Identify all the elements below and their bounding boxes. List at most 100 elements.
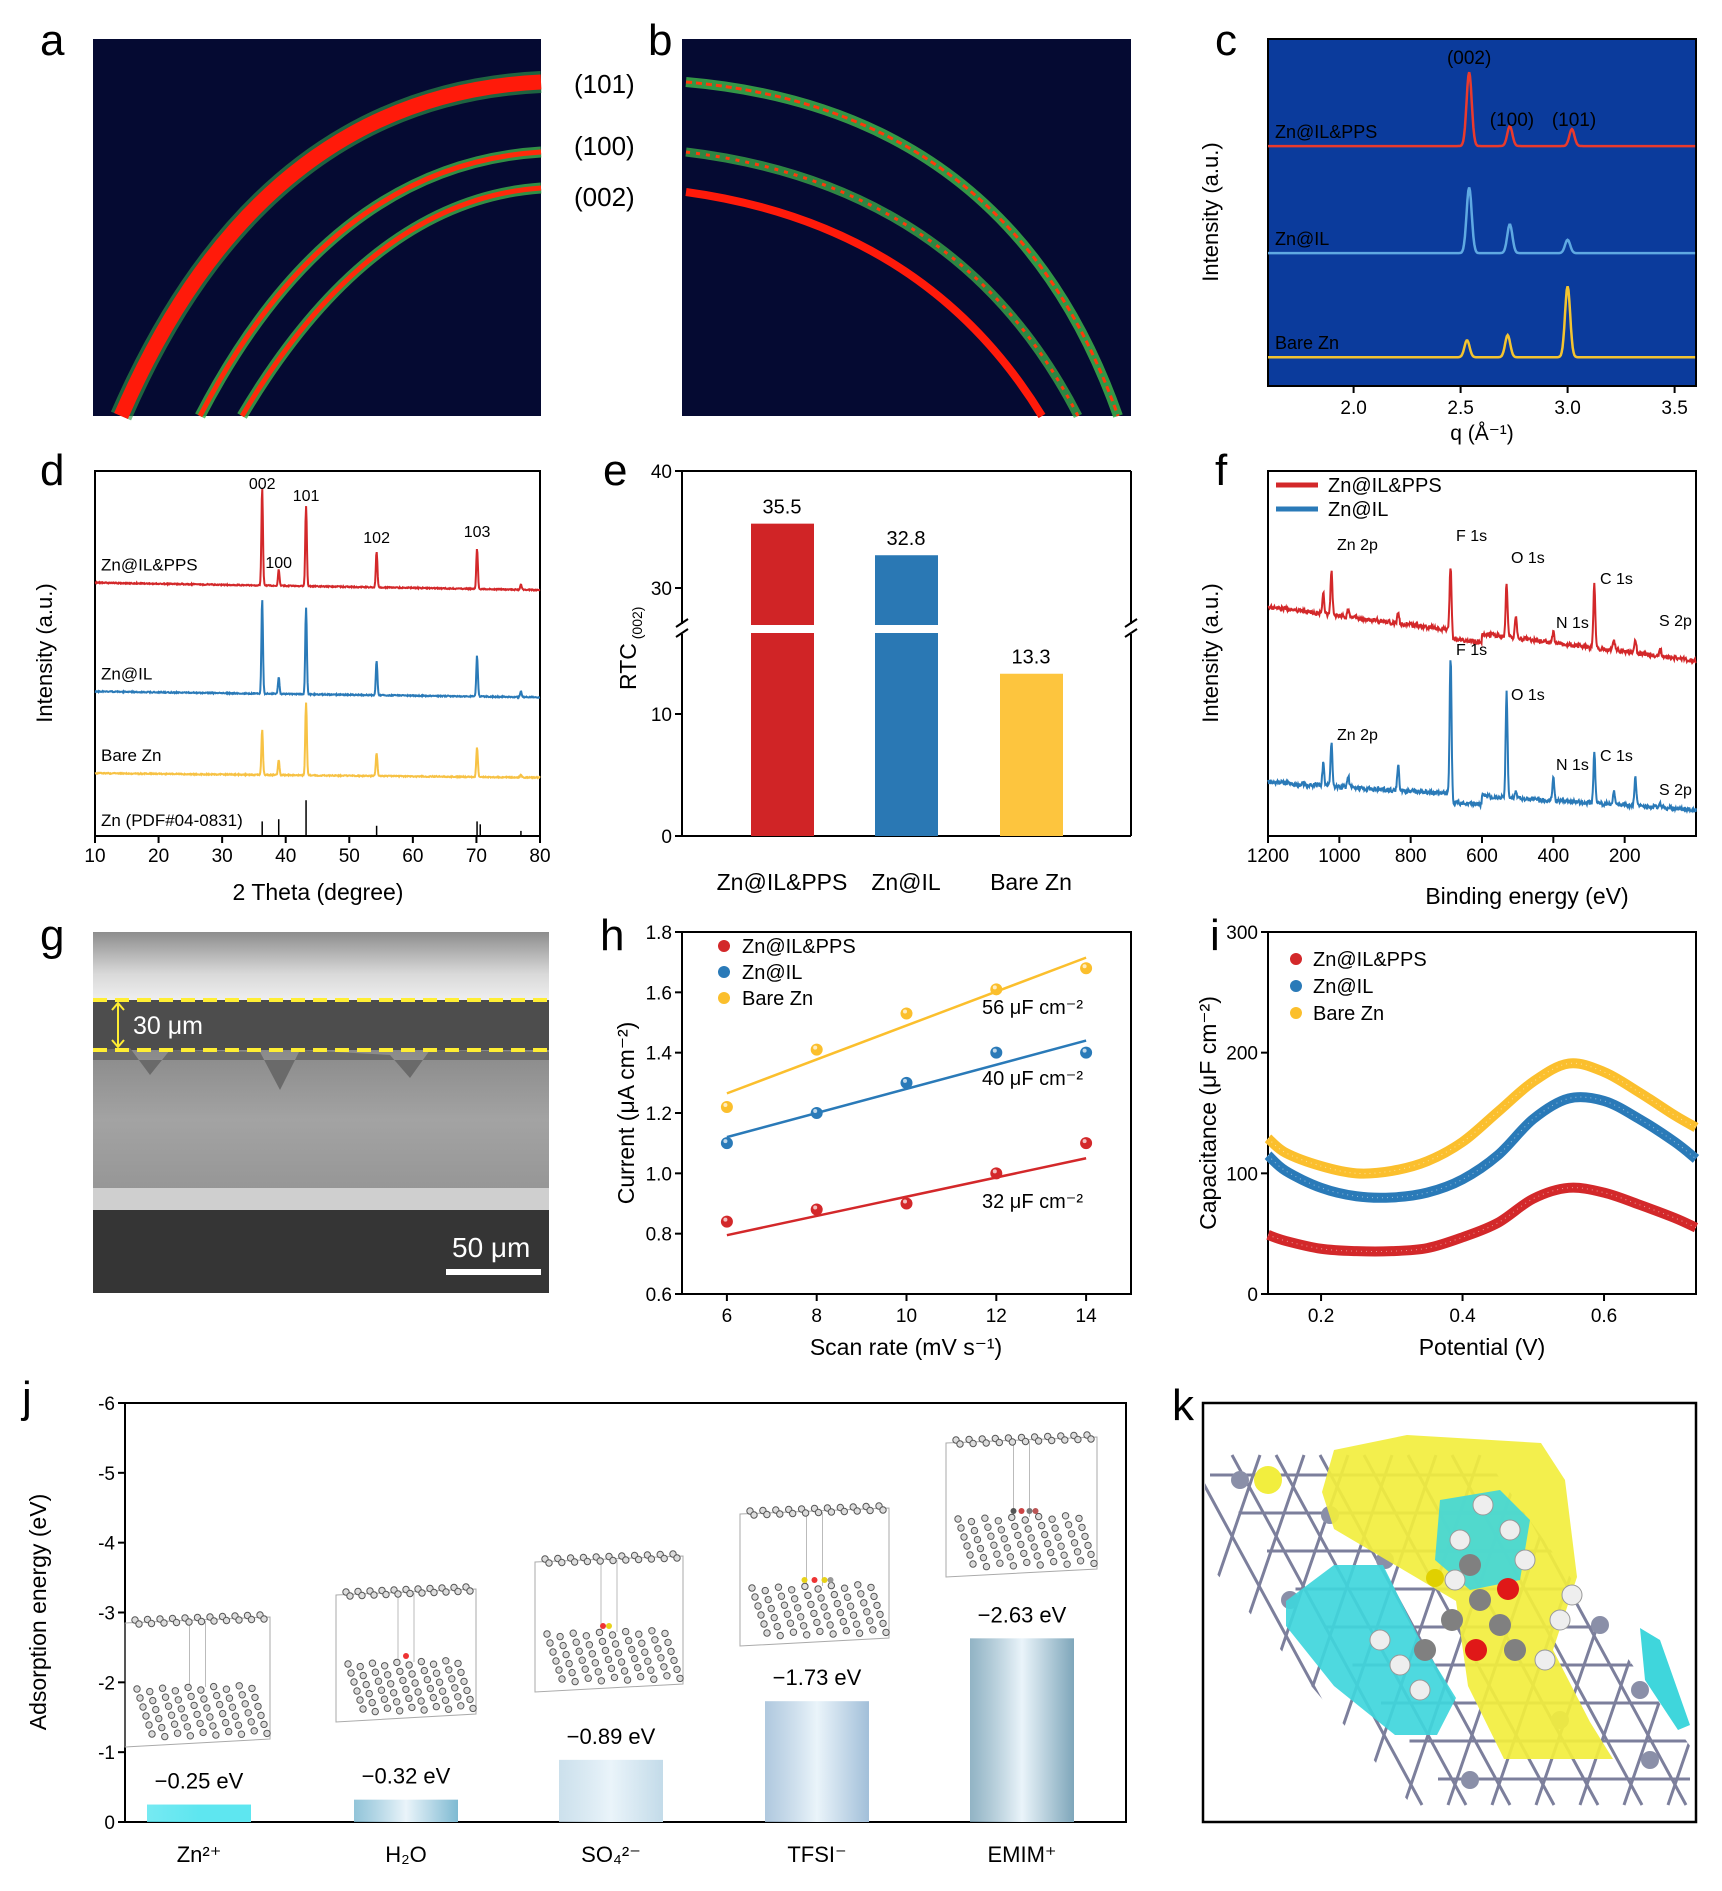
atom (827, 1508, 836, 1516)
layer-thickness-label: 30 μm (133, 1012, 203, 1040)
x-category-label: Zn@IL&PPS (717, 869, 848, 895)
data-point (720, 1215, 733, 1228)
atom (609, 1556, 617, 1565)
atom (1070, 1539, 1079, 1547)
data-point-highlight (992, 1048, 997, 1053)
atom (853, 1507, 861, 1515)
atom (641, 1648, 649, 1656)
slab-model-inset (124, 1611, 271, 1748)
atom (582, 1632, 591, 1640)
x-category-label: EMIM⁺ (987, 1842, 1056, 1867)
panel-h-y-axis-label: Current (μA cm⁻²) (613, 1022, 639, 1205)
atom (621, 1627, 630, 1636)
carbon-atom (1441, 1609, 1463, 1631)
panel-d-plot-area (94, 470, 541, 837)
series-line-0 (1267, 568, 1697, 666)
bar-value-label: 35.5 (763, 497, 802, 519)
atom (967, 1517, 976, 1526)
series-line-2 (1268, 286, 1696, 359)
atom (380, 1695, 389, 1703)
data-point-highlight (723, 1217, 728, 1222)
legend-label: Zn@IL (1328, 499, 1388, 521)
atom (386, 1680, 395, 1688)
atom (638, 1639, 646, 1647)
atom (174, 1696, 183, 1704)
atom (180, 1714, 189, 1722)
series-label: Zn@IL&PPS (101, 556, 198, 575)
atom (667, 1647, 675, 1656)
atom (210, 1617, 218, 1625)
bar-value-label: 32.8 (887, 528, 926, 550)
atom (994, 1517, 1003, 1525)
atom (370, 1591, 378, 1599)
data-point (810, 1043, 823, 1056)
atom (673, 1554, 681, 1562)
atom (172, 1618, 181, 1627)
hydrogen-atom (1472, 1494, 1494, 1516)
atom (789, 1509, 797, 1518)
panel-e-y-tick-label: 40 (651, 462, 672, 483)
series-label: Zn@IL&PPS (1275, 122, 1377, 142)
atom (761, 1586, 769, 1595)
axis-break-mark (675, 618, 689, 638)
panel-label-k: k (1172, 1381, 1195, 1430)
bar-value-label: −1.73 eV (773, 1665, 862, 1690)
atom (1034, 1512, 1043, 1521)
atom (221, 1718, 230, 1727)
atom (820, 1603, 828, 1611)
atom (362, 1680, 370, 1689)
panel-h-y-tick-label: 1.0 (646, 1164, 672, 1185)
atom (594, 1668, 603, 1676)
atom (1087, 1435, 1095, 1443)
panel-d-x-axis-label: 2 Theta (degree) (233, 879, 404, 905)
atom (383, 1704, 392, 1712)
atom (408, 1703, 416, 1712)
panel-c-x-tick-label: 3.5 (1661, 398, 1687, 419)
atom (420, 1706, 428, 1714)
data-point-highlight (813, 1205, 818, 1210)
atom (405, 1661, 413, 1669)
ring-label-002: (002) (574, 182, 635, 212)
atom (1075, 1514, 1083, 1523)
legend-marker (1290, 980, 1302, 992)
panel-label-c: c (1215, 16, 1237, 65)
atom (584, 1674, 592, 1682)
carbon-atom (1504, 1639, 1526, 1661)
legend-label: Bare Zn (1313, 1003, 1384, 1025)
panel-d-x-tick-label: 70 (466, 846, 487, 867)
ring-inner (685, 188, 1046, 419)
peak-label: (002) (1447, 48, 1491, 69)
atom (558, 1675, 566, 1683)
atom (801, 1582, 809, 1591)
panel-c-x-axis-label: q (Å⁻¹) (1450, 422, 1514, 445)
panel-d-x-tick-label: 60 (402, 846, 423, 867)
sulfur-atom (1426, 1569, 1444, 1587)
atom (1020, 1549, 1028, 1558)
panel-label-e: e (603, 446, 627, 495)
panel-i-x-tick-label: 0.4 (1449, 1306, 1476, 1327)
atom (158, 1723, 166, 1732)
atom (146, 1687, 154, 1696)
panel-h-x-axis-label: Scan rate (mV s⁻¹) (810, 1334, 1002, 1360)
atom (549, 1648, 557, 1656)
atom (429, 1693, 438, 1702)
atom (1000, 1535, 1009, 1543)
atom (981, 1514, 989, 1522)
atom (617, 1658, 626, 1666)
panel-h-y-tick-label: 0.8 (646, 1225, 672, 1246)
fit-line-2 (726, 956, 1087, 1095)
data-point-highlight (1082, 1139, 1087, 1144)
atom (873, 1601, 881, 1610)
atom (954, 1515, 962, 1523)
atom (840, 1507, 848, 1516)
panel-label-g: g (40, 911, 64, 960)
atom (813, 1618, 821, 1627)
atom (402, 1685, 410, 1694)
atom (247, 1615, 256, 1624)
atom (763, 1629, 771, 1637)
atom (463, 1686, 471, 1695)
lattice-bond (1716, 1455, 1722, 1805)
atom (1061, 1512, 1070, 1520)
slope-label: 56 μF cm⁻² (982, 997, 1083, 1019)
atom (203, 1704, 211, 1712)
